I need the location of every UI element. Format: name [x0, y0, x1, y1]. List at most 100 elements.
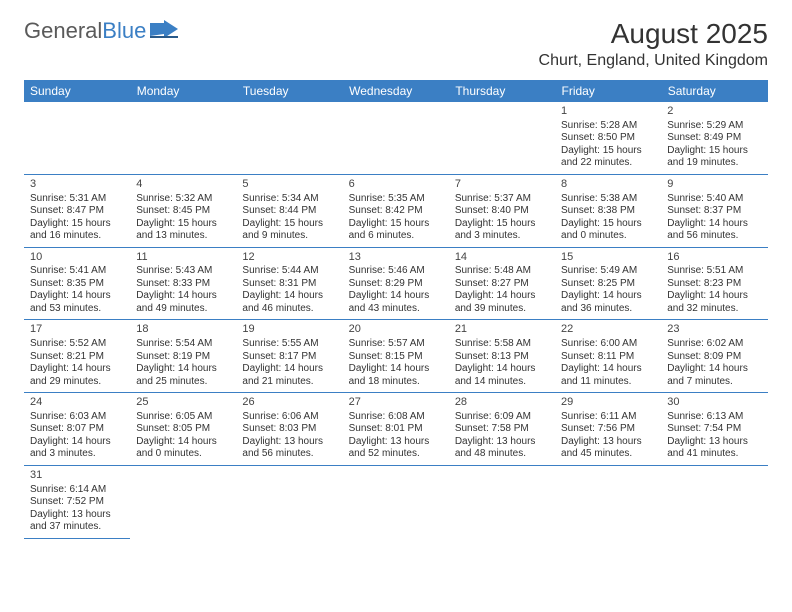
calendar-cell [343, 465, 449, 538]
month-title: August 2025 [539, 18, 768, 50]
sunset-text: Sunset: 8:01 PM [349, 423, 443, 436]
calendar-cell: 3Sunrise: 5:31 AMSunset: 8:47 PMDaylight… [24, 174, 130, 247]
day1-text: Daylight: 14 hours [349, 363, 443, 376]
sunrise-text: Sunrise: 5:35 AM [349, 193, 443, 206]
day1-text: Daylight: 14 hours [667, 290, 761, 303]
calendar-cell [236, 102, 342, 174]
day2-text: and 46 minutes. [242, 303, 336, 316]
sunset-text: Sunset: 8:05 PM [136, 423, 230, 436]
day-number: 17 [30, 323, 124, 337]
calendar-cell: 12Sunrise: 5:44 AMSunset: 8:31 PMDayligh… [236, 247, 342, 320]
calendar-cell: 21Sunrise: 5:58 AMSunset: 8:13 PMDayligh… [449, 320, 555, 393]
day-number: 5 [242, 178, 336, 192]
sunset-text: Sunset: 8:45 PM [136, 205, 230, 218]
sunset-text: Sunset: 8:42 PM [349, 205, 443, 218]
logo-text-1: General [24, 18, 102, 44]
day1-text: Daylight: 13 hours [349, 436, 443, 449]
title-block: August 2025 Churt, England, United Kingd… [539, 18, 768, 70]
day2-text: and 56 minutes. [242, 448, 336, 461]
day1-text: Daylight: 14 hours [242, 363, 336, 376]
calendar-cell [236, 465, 342, 538]
day2-text: and 49 minutes. [136, 303, 230, 316]
day-number: 2 [667, 105, 761, 119]
day-number: 20 [349, 323, 443, 337]
sunset-text: Sunset: 8:29 PM [349, 278, 443, 291]
day-header: Saturday [661, 80, 767, 102]
day1-text: Daylight: 15 hours [561, 145, 655, 158]
sunrise-text: Sunrise: 5:48 AM [455, 265, 549, 278]
day2-text: and 11 minutes. [561, 376, 655, 389]
sunset-text: Sunset: 8:07 PM [30, 423, 124, 436]
calendar-cell [449, 465, 555, 538]
flag-icon [150, 18, 178, 44]
day-number: 23 [667, 323, 761, 337]
day1-text: Daylight: 15 hours [242, 218, 336, 231]
sunrise-text: Sunrise: 5:54 AM [136, 338, 230, 351]
day1-text: Daylight: 13 hours [455, 436, 549, 449]
day2-text: and 19 minutes. [667, 157, 761, 170]
calendar-cell: 25Sunrise: 6:05 AMSunset: 8:05 PMDayligh… [130, 393, 236, 466]
calendar-cell: 18Sunrise: 5:54 AMSunset: 8:19 PMDayligh… [130, 320, 236, 393]
day2-text: and 52 minutes. [349, 448, 443, 461]
day-number: 27 [349, 396, 443, 410]
day-number: 26 [242, 396, 336, 410]
day2-text: and 36 minutes. [561, 303, 655, 316]
sunset-text: Sunset: 8:21 PM [30, 351, 124, 364]
day-number: 21 [455, 323, 549, 337]
sunset-text: Sunset: 8:19 PM [136, 351, 230, 364]
day-number: 8 [561, 178, 655, 192]
calendar-cell: 16Sunrise: 5:51 AMSunset: 8:23 PMDayligh… [661, 247, 767, 320]
calendar-cell: 29Sunrise: 6:11 AMSunset: 7:56 PMDayligh… [555, 393, 661, 466]
calendar-cell: 26Sunrise: 6:06 AMSunset: 8:03 PMDayligh… [236, 393, 342, 466]
day2-text: and 16 minutes. [30, 230, 124, 243]
day2-text: and 56 minutes. [667, 230, 761, 243]
day1-text: Daylight: 13 hours [30, 509, 124, 522]
sunrise-text: Sunrise: 6:05 AM [136, 411, 230, 424]
logo-text-2: Blue [102, 18, 146, 44]
day2-text: and 22 minutes. [561, 157, 655, 170]
day2-text: and 53 minutes. [30, 303, 124, 316]
calendar-cell: 13Sunrise: 5:46 AMSunset: 8:29 PMDayligh… [343, 247, 449, 320]
sunset-text: Sunset: 8:47 PM [30, 205, 124, 218]
calendar-cell [130, 102, 236, 174]
calendar-cell: 27Sunrise: 6:08 AMSunset: 8:01 PMDayligh… [343, 393, 449, 466]
calendar-cell: 8Sunrise: 5:38 AMSunset: 8:38 PMDaylight… [555, 174, 661, 247]
day1-text: Daylight: 13 hours [667, 436, 761, 449]
calendar-week: 31Sunrise: 6:14 AMSunset: 7:52 PMDayligh… [24, 465, 768, 538]
calendar-cell: 31Sunrise: 6:14 AMSunset: 7:52 PMDayligh… [24, 465, 130, 538]
day1-text: Daylight: 14 hours [30, 436, 124, 449]
calendar-cell: 17Sunrise: 5:52 AMSunset: 8:21 PMDayligh… [24, 320, 130, 393]
calendar-cell: 30Sunrise: 6:13 AMSunset: 7:54 PMDayligh… [661, 393, 767, 466]
day-number: 24 [30, 396, 124, 410]
sunset-text: Sunset: 8:49 PM [667, 132, 761, 145]
sunrise-text: Sunrise: 6:13 AM [667, 411, 761, 424]
day1-text: Daylight: 14 hours [667, 363, 761, 376]
day-number: 31 [30, 469, 124, 483]
calendar-cell: 10Sunrise: 5:41 AMSunset: 8:35 PMDayligh… [24, 247, 130, 320]
calendar-cell [24, 102, 130, 174]
calendar-cell: 9Sunrise: 5:40 AMSunset: 8:37 PMDaylight… [661, 174, 767, 247]
calendar-cell [661, 465, 767, 538]
calendar-cell [449, 102, 555, 174]
calendar-cell: 1Sunrise: 5:28 AMSunset: 8:50 PMDaylight… [555, 102, 661, 174]
sunrise-text: Sunrise: 5:29 AM [667, 120, 761, 133]
sunrise-text: Sunrise: 5:49 AM [561, 265, 655, 278]
day2-text: and 39 minutes. [455, 303, 549, 316]
day1-text: Daylight: 14 hours [667, 218, 761, 231]
sunrise-text: Sunrise: 5:37 AM [455, 193, 549, 206]
day-number: 7 [455, 178, 549, 192]
day-number: 3 [30, 178, 124, 192]
day2-text: and 32 minutes. [667, 303, 761, 316]
sunset-text: Sunset: 8:35 PM [30, 278, 124, 291]
day2-text: and 0 minutes. [561, 230, 655, 243]
sunset-text: Sunset: 8:50 PM [561, 132, 655, 145]
day2-text: and 0 minutes. [136, 448, 230, 461]
day-number: 9 [667, 178, 761, 192]
location: Churt, England, United Kingdom [539, 52, 768, 70]
calendar-cell: 7Sunrise: 5:37 AMSunset: 8:40 PMDaylight… [449, 174, 555, 247]
day2-text: and 41 minutes. [667, 448, 761, 461]
calendar-cell: 24Sunrise: 6:03 AMSunset: 8:07 PMDayligh… [24, 393, 130, 466]
day-number: 19 [242, 323, 336, 337]
calendar-week: 17Sunrise: 5:52 AMSunset: 8:21 PMDayligh… [24, 320, 768, 393]
day1-text: Daylight: 14 hours [136, 363, 230, 376]
